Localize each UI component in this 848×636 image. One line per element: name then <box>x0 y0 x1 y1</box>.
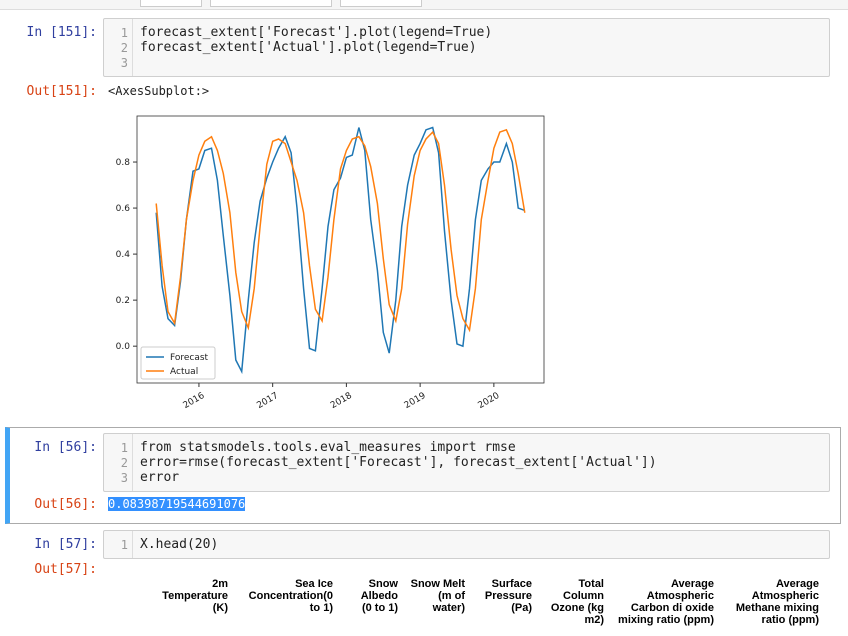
gutter <box>132 531 133 558</box>
output-text: 0.08398719544691076 <box>108 497 246 511</box>
y-tick-label: 0.8 <box>116 158 131 168</box>
line-number: 1 <box>120 538 128 552</box>
code-input[interactable]: 1 forecast_extent['Forecast'].plot(legend… <box>103 18 830 77</box>
legend-label: Actual <box>170 367 198 377</box>
out-prompt: Out[151]: <box>26 84 97 99</box>
code-input[interactable]: 1 X.head(20) <box>103 530 830 559</box>
line-number: 2 <box>120 41 128 55</box>
table-header: Snow Melt (m of water) <box>410 578 465 614</box>
y-tick-label: 0.2 <box>116 296 130 306</box>
series-line <box>155 126 526 375</box>
table-header: Snow Albedo (0 to 1) <box>360 578 398 614</box>
output-text: <AxesSubplot:> <box>108 84 210 98</box>
table-header: Total Column Ozone (kg m2) <box>550 578 604 626</box>
code-line: X.head(20) <box>140 537 219 552</box>
code-line: from statsmodels.tools.eval_measures imp… <box>140 440 516 455</box>
table-header: Sea Ice Concentration(0 to 1) <box>248 578 333 614</box>
selected-cell[interactable] <box>5 427 841 524</box>
toolbar <box>0 0 848 10</box>
y-tick-label: 0.6 <box>116 204 131 214</box>
in-prompt: In [57]: <box>34 537 97 552</box>
x-tick-label: 2017 <box>255 391 280 411</box>
table-header: Surface Pressure (Pa) <box>484 578 532 614</box>
out-prompt: Out[56]: <box>34 497 97 512</box>
in-prompt: In [56]: <box>34 440 97 455</box>
legend-label: Forecast <box>170 353 209 363</box>
toolbar-button[interactable] <box>140 0 202 7</box>
x-tick-label: 2018 <box>329 391 354 411</box>
line-number: 2 <box>120 456 128 470</box>
code-line: error=rmse(forecast_extent['Forecast'], … <box>140 455 657 470</box>
y-tick-label: 0.4 <box>116 250 131 260</box>
code-line: forecast_extent['Forecast'].plot(legend=… <box>140 25 493 40</box>
series-line <box>155 128 526 333</box>
gutter <box>132 434 133 491</box>
gutter <box>132 19 133 76</box>
table-header: Average Atmospheric Carbon di oxide mixi… <box>618 578 714 626</box>
plot-area <box>136 115 545 384</box>
chart: 0.0 0.2 0.4 0.6 0.8 2016 2017 2018 2019 2020 Forec… <box>116 115 545 411</box>
line-number: 1 <box>120 26 128 40</box>
code-line: forecast_extent['Actual'].plot(legend=Tr… <box>140 40 477 55</box>
x-tick-label: 2019 <box>403 391 428 411</box>
in-prompt: In [151]: <box>26 25 97 40</box>
code-input[interactable]: 1 from statsmodels.tools.eval_measures im… <box>103 433 830 492</box>
y-tick-label: 0.0 <box>116 342 131 352</box>
x-tick-label: 2020 <box>477 391 502 411</box>
toolbar-select[interactable] <box>340 0 422 7</box>
x-tick-label: 2016 <box>182 391 207 411</box>
code-line: error <box>140 470 180 485</box>
toolbar-button[interactable] <box>210 0 332 7</box>
table-header: Average Atmospheric Methane mixing ratio… <box>735 578 819 626</box>
line-number: 3 <box>120 56 128 70</box>
line-number: 3 <box>120 471 128 485</box>
out-prompt: Out[57]: <box>34 562 97 577</box>
line-number: 1 <box>120 441 128 455</box>
table-header: 2m Temperature (K) <box>162 578 228 614</box>
